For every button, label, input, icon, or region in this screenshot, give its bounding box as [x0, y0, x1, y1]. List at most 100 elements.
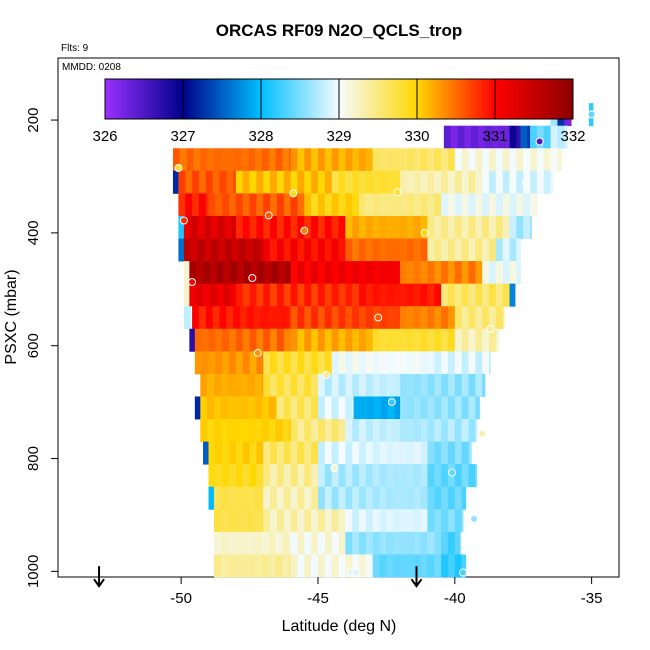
heatmap-cell	[297, 148, 305, 172]
heatmap-cell	[386, 193, 394, 217]
heatmap-cell	[441, 464, 449, 488]
heatmap-cell	[231, 238, 240, 262]
heatmap-cell	[454, 396, 463, 420]
colorbar-tick-label: 327	[170, 128, 195, 145]
heatmap-cell	[461, 509, 464, 533]
heatmap-cell	[290, 306, 298, 330]
heatmap-cell	[413, 238, 421, 262]
heatmap-cell	[454, 261, 463, 285]
heatmap-cell	[509, 170, 517, 194]
heatmap-cell	[386, 373, 394, 397]
x-axis: -50 -45 -40 -35	[170, 577, 602, 607]
heatmap-cell	[256, 351, 264, 375]
heatmap-cell	[379, 509, 387, 533]
heatmap-cell	[447, 328, 456, 352]
heatmap-cell	[478, 125, 486, 149]
heatmap-cell	[345, 328, 353, 352]
heatmap-cell	[447, 509, 456, 533]
heatmap-cell	[400, 283, 408, 307]
heatmap-cell	[248, 419, 256, 443]
heatmap-cell	[372, 464, 380, 488]
heatmap-cell	[198, 306, 207, 330]
heatmap-cell	[468, 396, 476, 420]
heatmap-cell	[464, 125, 472, 149]
heatmap-cell	[338, 193, 346, 217]
heatmap-cell	[406, 328, 415, 352]
heatmap-cell	[352, 148, 360, 172]
heatmap-cell	[516, 125, 521, 149]
heatmap-cell	[393, 351, 401, 375]
heatmap-cell	[372, 283, 380, 307]
heatmap-cell	[352, 193, 360, 217]
heatmap-cell	[475, 261, 483, 285]
heatmap-cell	[365, 554, 374, 578]
sample-point	[459, 568, 467, 577]
heatmap-cell	[461, 373, 469, 397]
heatmap-cell	[420, 193, 428, 217]
heatmap-cell	[413, 441, 421, 465]
heatmap-cell	[379, 531, 387, 555]
heatmap-cell	[204, 238, 212, 262]
heatmap-cell	[324, 261, 333, 285]
heatmap-cell	[489, 306, 497, 330]
heatmap-cell	[454, 283, 463, 307]
heatmap-cell	[461, 486, 467, 510]
heatmap-cell	[468, 261, 476, 285]
heatmap-cell	[200, 148, 208, 172]
heatmap-cell	[235, 193, 244, 217]
heatmap-cell	[516, 170, 524, 194]
heatmap-cell	[255, 396, 263, 420]
heatmap-cell	[224, 238, 233, 262]
heatmap-cell	[387, 396, 395, 420]
heatmap-cell	[194, 396, 201, 420]
heatmap-cell	[297, 328, 305, 352]
heatmap-cell	[331, 261, 339, 285]
heatmap-cell	[283, 215, 292, 239]
heatmap-cell	[237, 261, 245, 285]
heatmap-cell	[461, 283, 469, 307]
colorbar-tick-label: 330	[404, 128, 429, 145]
sample-point	[352, 568, 361, 577]
heatmap-cell	[434, 373, 442, 397]
heatmap-cell	[196, 283, 204, 307]
heatmap-cell	[489, 261, 497, 285]
heatmap-cell	[270, 215, 278, 239]
heatmap-cell	[386, 170, 394, 194]
heatmap-cell	[468, 148, 476, 172]
heatmap-cell	[482, 170, 490, 194]
heatmap-cell	[263, 283, 271, 307]
heatmap-cell	[197, 238, 205, 262]
heatmap-cell	[331, 193, 339, 217]
heatmap-cell	[281, 306, 289, 330]
heatmap-cell	[447, 306, 456, 330]
heatmap-cell	[213, 419, 222, 443]
heatmap-cell	[345, 283, 353, 307]
heatmap-cell	[400, 193, 408, 217]
heatmap-cell	[447, 351, 456, 375]
heatmap-cell	[324, 419, 333, 443]
heatmap-cell	[229, 328, 237, 352]
heatmap-cell	[290, 351, 298, 375]
heatmap-cell	[222, 351, 230, 375]
heatmap-cell	[374, 396, 382, 420]
heatmap-cell	[178, 215, 185, 239]
heatmap-cell	[543, 125, 551, 149]
heatmap-cell	[393, 238, 401, 262]
heatmap-cell	[461, 554, 467, 578]
heatmap-cell	[406, 373, 415, 397]
heatmap-cell	[311, 193, 319, 217]
heatmap-cell	[297, 396, 305, 420]
heatmap-cell	[304, 531, 312, 555]
heatmap-cell	[406, 283, 415, 307]
heatmap-cell	[498, 125, 506, 149]
heatmap-cell	[261, 486, 264, 510]
heatmap-cell	[255, 148, 263, 172]
heatmap-cell	[263, 170, 271, 194]
heatmap-cell	[352, 373, 360, 397]
heatmap-cell	[304, 306, 312, 330]
heatmap-cell	[468, 441, 472, 465]
heatmap-cell	[447, 148, 456, 172]
heatmap-cell	[400, 396, 408, 420]
colorbar: 326 327 328 329 330 331 332	[92, 78, 586, 145]
heatmap-cell	[365, 351, 374, 375]
